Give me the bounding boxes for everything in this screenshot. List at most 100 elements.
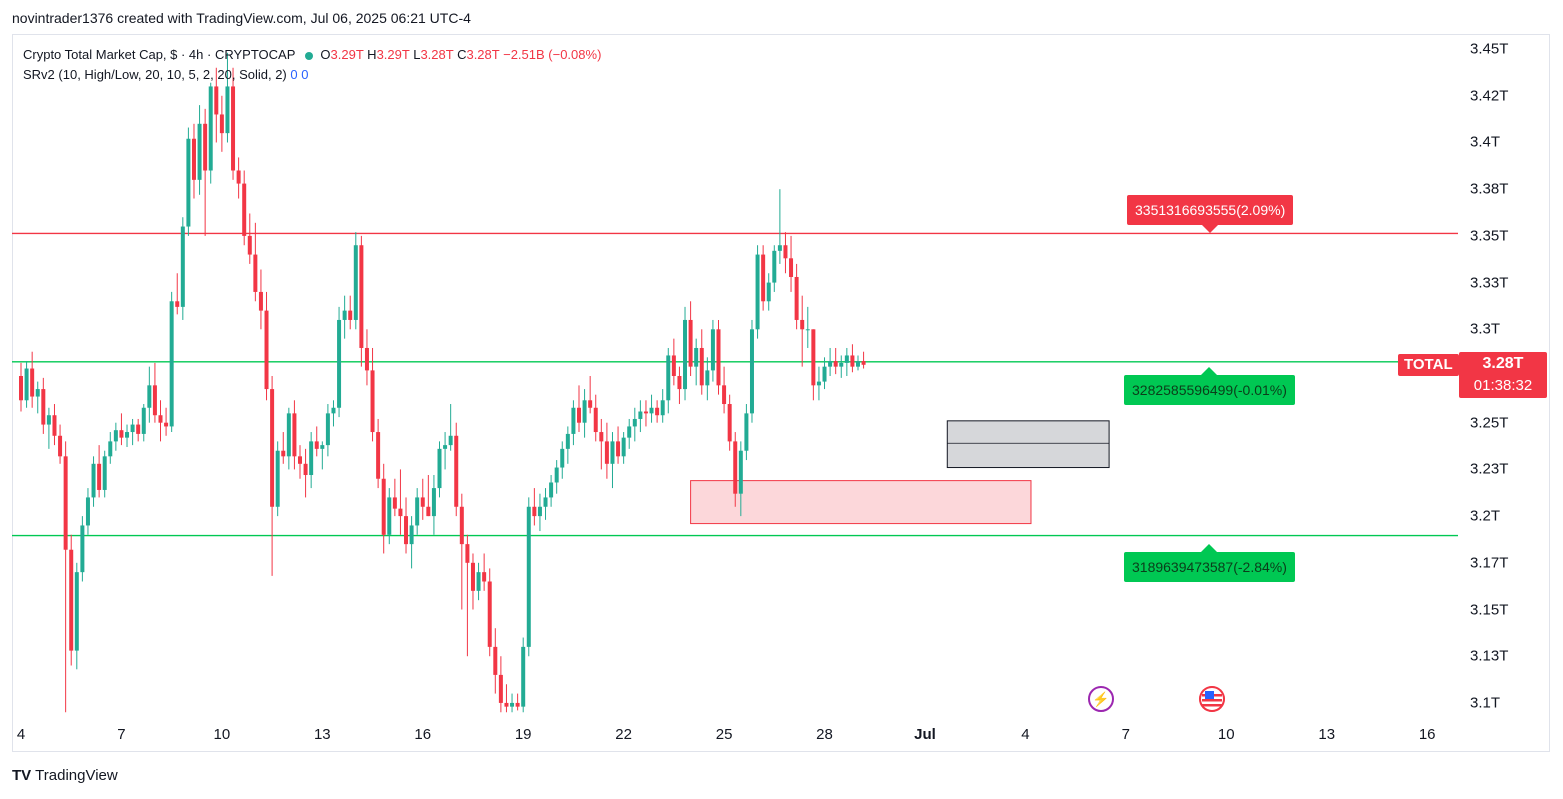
candle-body <box>655 407 660 416</box>
candle-body <box>19 376 23 401</box>
candle-body <box>381 478 386 535</box>
candle-body <box>364 347 369 371</box>
candle-body <box>41 389 46 425</box>
candle-body <box>392 497 397 509</box>
candle-body <box>275 450 280 507</box>
x-tick-label: 16 <box>414 726 432 743</box>
chart-caption: novintrader1376 created with TradingView… <box>12 10 471 26</box>
candle-body <box>214 86 219 115</box>
candle-body <box>510 702 515 707</box>
candle-body <box>649 407 654 414</box>
candle-body <box>247 235 252 255</box>
candle-body <box>856 361 860 367</box>
chart-frame <box>12 34 1550 752</box>
candle-body <box>794 276 799 320</box>
candle-body <box>415 497 420 526</box>
candle-body <box>800 319 805 330</box>
x-tick-label: 10 <box>1217 726 1235 743</box>
candle-body <box>526 506 531 647</box>
candle-body <box>738 450 743 494</box>
y-tick-label: 3.15T <box>1470 601 1509 619</box>
legend-high-value: 3.29T <box>376 47 410 62</box>
candle-body <box>521 646 526 707</box>
candle-body <box>543 497 548 507</box>
candle-body <box>431 488 436 517</box>
candle-body <box>102 456 107 490</box>
tradingview-logo-icon: TV <box>12 767 32 784</box>
market-status-icon <box>304 51 313 60</box>
candle-body <box>482 572 487 582</box>
candle-body <box>487 581 492 647</box>
candle-body <box>789 258 794 277</box>
x-tick-label: 4 <box>16 726 26 743</box>
candle-body <box>426 506 431 517</box>
candle-body <box>152 385 157 416</box>
price-axis[interactable]: 3.45T3.42T3.4T3.38T3.35T3.33T3.3T3.28T3.… <box>1460 0 1560 760</box>
candle-body <box>727 404 732 442</box>
candle-body <box>186 138 191 227</box>
y-tick-label: 3.25T <box>1470 414 1509 432</box>
legend-change: −2.51B (−0.08%) <box>503 47 602 62</box>
candle-body <box>404 516 409 545</box>
candle-body <box>180 226 185 307</box>
candle-body <box>270 389 275 507</box>
candle-body <box>722 385 727 405</box>
candle-body <box>219 114 224 134</box>
candle-body <box>822 366 827 382</box>
brand-name: TradingView <box>35 767 118 784</box>
symbol-price-label: TOTAL <box>1398 354 1459 376</box>
y-tick-label: 3.23T <box>1470 460 1509 478</box>
legend-symbol-row: Crypto Total Market Cap, $ · 4h · CRYPTO… <box>23 45 601 65</box>
candle-body <box>74 572 79 651</box>
candle-body <box>437 448 442 489</box>
candle-body <box>755 254 760 330</box>
resistance-level-label: 3351316693555(2.09%) <box>1127 195 1294 233</box>
y-tick-label: 3.17T <box>1470 554 1509 572</box>
candle-body <box>498 674 503 703</box>
legend-symbol[interactable]: Crypto Total Market Cap, $ · 4h · CRYPTO… <box>23 47 296 62</box>
candle-body <box>844 355 849 363</box>
candle-body <box>331 407 336 414</box>
candle-body <box>454 435 459 507</box>
y-tick-label: 3.33T <box>1470 274 1509 292</box>
legend-close-label: C <box>457 47 467 62</box>
candle-body <box>443 445 448 449</box>
candle-body <box>242 183 247 236</box>
candle-body <box>97 463 102 490</box>
candle-body <box>616 441 621 457</box>
candle-body <box>761 254 766 302</box>
candle-body <box>643 411 648 414</box>
footer-branding[interactable]: TV TradingView <box>12 767 118 784</box>
candle-body <box>69 549 74 651</box>
x-tick-label: 13 <box>313 726 331 743</box>
candle-body <box>348 310 353 320</box>
x-tick-label: 22 <box>615 726 632 743</box>
candle-body <box>772 250 777 283</box>
candle-body <box>571 407 576 434</box>
candle-body <box>638 411 643 419</box>
last-price-tag: 3.28T 01:38:32 <box>1459 352 1547 398</box>
candle-body <box>63 456 68 550</box>
gray-zone <box>946 420 1110 469</box>
candle-body <box>409 525 414 545</box>
lightning-icon[interactable]: ⚡ <box>1088 686 1114 712</box>
candle-body <box>549 482 554 498</box>
candle-body <box>353 245 358 320</box>
candle-body <box>465 544 470 563</box>
candle-body <box>169 301 174 427</box>
indicator-value-1: 0 <box>290 67 298 82</box>
candle-body <box>677 376 682 390</box>
candle-body <box>839 362 844 367</box>
us-flag-icon[interactable] <box>1199 686 1225 712</box>
legend-indicator-row: SRv2 (10, High/Low, 20, 10, 5, 2, 20, So… <box>23 65 601 85</box>
candle-body <box>236 170 241 184</box>
candle-body <box>309 441 314 476</box>
candle-body <box>387 497 392 535</box>
y-tick-label: 3.35T <box>1470 227 1509 245</box>
candle-body <box>716 329 721 386</box>
demand-zone <box>690 480 1032 525</box>
indicator-name[interactable]: SRv2 (10, High/Low, 20, 10, 5, 2, 20, So… <box>23 67 287 82</box>
candle-body <box>314 441 319 449</box>
candle-body <box>203 123 208 171</box>
